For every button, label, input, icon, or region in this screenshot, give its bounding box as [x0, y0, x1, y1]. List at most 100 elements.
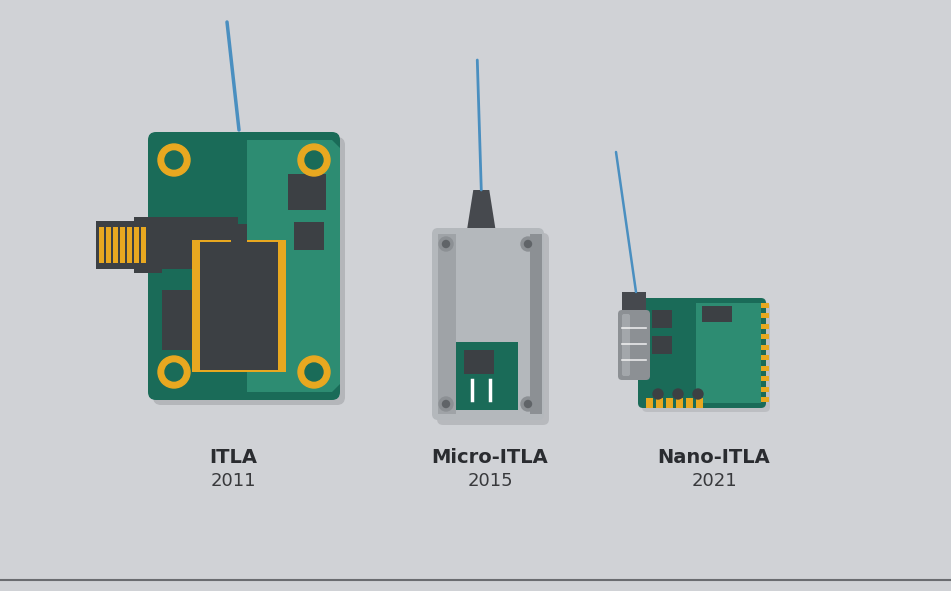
Circle shape	[521, 237, 535, 251]
Text: Micro-ITLA: Micro-ITLA	[432, 448, 549, 467]
FancyBboxPatch shape	[437, 233, 549, 425]
Bar	[192, 245, 200, 251]
Bar	[278, 255, 286, 262]
Bar	[278, 329, 286, 335]
Bar	[113, 226, 118, 262]
Circle shape	[165, 363, 183, 381]
Bar	[192, 240, 286, 372]
Bar	[278, 277, 286, 282]
Circle shape	[298, 356, 330, 388]
Bar	[696, 398, 703, 408]
Bar	[278, 266, 286, 272]
Bar	[278, 287, 286, 293]
Bar	[247, 140, 332, 392]
Bar	[192, 329, 200, 335]
FancyBboxPatch shape	[618, 310, 650, 380]
Bar	[278, 309, 286, 314]
Bar	[156, 216, 238, 268]
Bar	[761, 397, 769, 402]
Bar	[278, 298, 286, 304]
FancyBboxPatch shape	[642, 302, 770, 412]
Bar	[162, 290, 192, 350]
Bar	[761, 303, 769, 308]
Bar	[686, 398, 693, 408]
Circle shape	[439, 237, 453, 251]
Polygon shape	[247, 140, 340, 392]
Bar	[761, 313, 769, 319]
Circle shape	[158, 144, 190, 176]
Bar	[192, 361, 200, 367]
Bar	[761, 387, 769, 392]
FancyBboxPatch shape	[432, 228, 544, 420]
Bar	[278, 340, 286, 346]
Circle shape	[653, 389, 663, 399]
Bar	[438, 234, 456, 414]
Bar	[192, 277, 200, 282]
Bar	[106, 226, 111, 262]
Circle shape	[305, 363, 323, 381]
Bar	[761, 324, 769, 329]
Text: ITLA: ITLA	[209, 448, 257, 467]
FancyBboxPatch shape	[148, 132, 340, 400]
Bar	[278, 350, 286, 356]
Bar	[192, 287, 200, 293]
Bar	[192, 309, 200, 314]
Bar	[278, 245, 286, 251]
Circle shape	[158, 356, 190, 388]
Bar	[134, 226, 139, 262]
Bar	[666, 398, 673, 408]
Bar	[656, 398, 663, 408]
Bar	[192, 319, 200, 325]
Bar	[456, 342, 518, 410]
Bar	[192, 255, 200, 262]
Bar	[676, 398, 683, 408]
Bar	[120, 226, 125, 262]
Text: 2021: 2021	[691, 472, 737, 490]
Bar	[622, 292, 646, 312]
Circle shape	[442, 241, 450, 248]
Circle shape	[521, 397, 535, 411]
Bar	[646, 398, 653, 408]
Bar	[761, 355, 769, 361]
Bar	[134, 216, 162, 272]
Circle shape	[673, 389, 683, 399]
Bar	[141, 226, 146, 262]
Text: 2015: 2015	[467, 472, 513, 490]
Bar	[99, 226, 104, 262]
Circle shape	[305, 151, 323, 169]
Circle shape	[298, 144, 330, 176]
Bar	[696, 303, 761, 403]
Circle shape	[439, 397, 453, 411]
Bar	[761, 366, 769, 371]
Bar	[192, 298, 200, 304]
Bar	[192, 350, 200, 356]
Circle shape	[442, 401, 450, 408]
Bar	[530, 234, 542, 414]
Bar	[200, 242, 278, 370]
Bar	[278, 319, 286, 325]
Bar	[761, 345, 769, 350]
Bar	[288, 174, 326, 210]
Bar	[761, 335, 769, 339]
FancyBboxPatch shape	[153, 137, 345, 405]
Bar	[192, 340, 200, 346]
Circle shape	[525, 401, 532, 408]
FancyBboxPatch shape	[638, 298, 766, 408]
Bar	[231, 224, 247, 242]
Bar	[294, 222, 324, 250]
Bar	[702, 306, 732, 322]
Bar	[127, 226, 132, 262]
Circle shape	[693, 389, 703, 399]
Circle shape	[165, 151, 183, 169]
Text: 2011: 2011	[210, 472, 256, 490]
FancyBboxPatch shape	[622, 314, 630, 376]
Text: Nano-ITLA: Nano-ITLA	[658, 448, 770, 467]
Bar	[761, 376, 769, 381]
Bar	[652, 336, 672, 354]
Bar	[464, 350, 494, 374]
Bar	[652, 310, 672, 328]
Circle shape	[525, 241, 532, 248]
Polygon shape	[467, 190, 495, 228]
Bar	[278, 361, 286, 367]
Bar	[96, 220, 154, 268]
